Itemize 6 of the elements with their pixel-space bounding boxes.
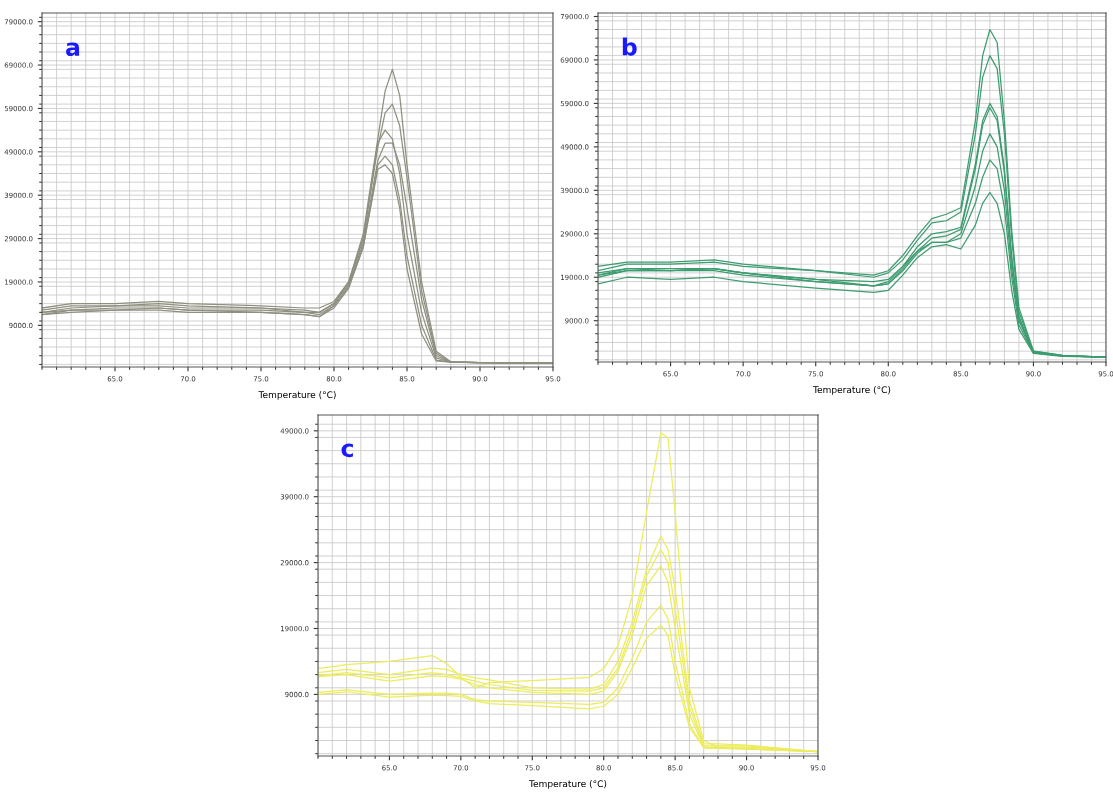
annotation: c <box>341 443 353 458</box>
annotation: b <box>622 37 637 56</box>
x-axis-title: Temperature (°C) <box>529 780 607 789</box>
x-axis-title: Temperature (°C) <box>258 391 336 400</box>
annotation: a <box>66 42 80 57</box>
x-axis-title: Temperature (°C) <box>813 386 891 395</box>
